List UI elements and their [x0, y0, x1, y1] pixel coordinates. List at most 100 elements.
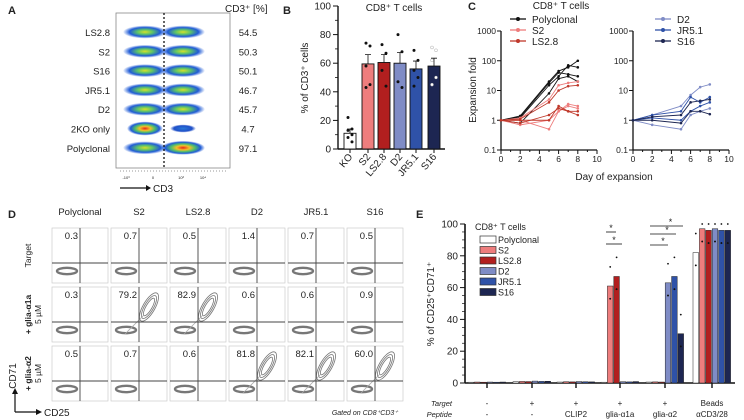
bar-s16	[677, 333, 684, 384]
error-bar	[413, 60, 419, 69]
bar-ls2-8	[480, 381, 487, 384]
data-point	[679, 113, 683, 117]
flow-plot-frame	[115, 12, 231, 169]
data-point	[576, 59, 580, 63]
donor-line	[500, 72, 578, 121]
y-tick-label: 40	[447, 315, 459, 326]
series-s16	[631, 98, 712, 125]
x-tick-label: 6	[556, 154, 561, 164]
bar-polyclonal	[556, 381, 563, 384]
data-point	[689, 101, 692, 104]
bar-polyclonal	[600, 381, 607, 384]
chart-title: CD8⁺ T cells	[475, 222, 526, 232]
panel-d-flow-grid: Polyclonal S2 LS2.8 D2 JR5.1 S16 Target 0.3 0.7 0…	[8, 207, 404, 419]
data-point	[547, 127, 551, 131]
donor-line	[633, 110, 710, 124]
negative-population-contour	[173, 266, 197, 276]
donor-line	[501, 105, 578, 121]
flow-plot-cell: 82.9	[169, 286, 227, 343]
activated-population-contour	[316, 351, 336, 381]
data-point	[547, 118, 551, 122]
data-point	[726, 223, 729, 225]
data-point	[412, 68, 416, 72]
data-point	[557, 77, 560, 80]
column-header: Polyclonal	[58, 207, 101, 218]
flow-row-label: JR5.1	[85, 86, 110, 97]
flow-plot-cell: 60.0	[346, 345, 404, 402]
legend-label: Polyclonal	[498, 235, 539, 245]
panel-label-c: C	[468, 1, 476, 13]
data-point	[689, 93, 692, 97]
data-point	[557, 109, 560, 113]
flow-plot-cell: 0.5	[346, 227, 404, 284]
y-tick-label: 100	[482, 56, 496, 66]
error-bar	[365, 54, 371, 64]
y-axis-label: % of CD25⁺CD71⁺	[426, 262, 437, 346]
flow-plot-cell: 0.3	[51, 286, 109, 343]
gate-percentage: 0.6	[242, 290, 255, 301]
negative-population-contour	[232, 325, 256, 335]
activated-population-contour	[139, 292, 159, 322]
data-point	[673, 288, 676, 291]
flow-row-value: 45.7	[239, 105, 258, 116]
bar-s16	[544, 381, 551, 384]
bar-polyclonal	[467, 381, 474, 384]
data-point	[557, 89, 560, 92]
target-value: +	[574, 399, 579, 408]
data-point	[396, 80, 400, 84]
y-axis-label: % of CD3⁺ cells	[300, 43, 311, 114]
activated-population-contour	[319, 356, 333, 376]
donor-line	[500, 81, 578, 121]
data-point	[547, 113, 551, 117]
data-point	[547, 83, 551, 87]
donor-line	[632, 83, 710, 121]
data-point	[416, 76, 420, 79]
cd71-axis-label: CD71	[8, 363, 19, 389]
y-tick-label: 20	[447, 347, 459, 358]
target-value: +	[618, 399, 623, 408]
x-tick-label: 10	[724, 154, 734, 164]
activated-population-contour	[198, 292, 218, 322]
column-header: S2	[133, 207, 145, 218]
cd3-positive-population	[161, 102, 205, 116]
data-point	[547, 92, 551, 95]
panel-e-grouped-bar-chart: 0 20 40 60 80 100 % of CD25⁺CD71⁺ CD8⁺ T cells P…	[426, 217, 735, 419]
cd3-positive-population	[161, 140, 205, 155]
data-point	[557, 83, 560, 87]
cd3-negative-population	[123, 102, 167, 116]
data-point	[698, 109, 702, 113]
gate-percentage: 0.9	[360, 290, 373, 301]
activated-population-contour	[375, 351, 395, 381]
y-tick-label: 100	[314, 2, 331, 13]
negative-population-contour	[291, 266, 315, 276]
bar-group: + CLIP2	[556, 381, 595, 419]
data-point	[346, 128, 350, 132]
x-tick-label: S16	[419, 152, 439, 173]
y-tick-label: 0	[452, 379, 458, 390]
bar-d2	[664, 282, 672, 384]
flow-row-value: 4.7	[241, 125, 254, 136]
negative-population-contour	[55, 266, 79, 276]
bar-jr5-1	[626, 381, 633, 384]
y-tick-label: 80	[447, 251, 459, 262]
flow-plot-cell: 1.4	[228, 227, 286, 284]
legend-label: S2	[532, 26, 545, 37]
data-point	[694, 264, 697, 267]
contour-tail	[360, 373, 381, 394]
donor-line	[632, 99, 710, 121]
series-s2	[499, 80, 580, 131]
panel-label-b: B	[283, 5, 291, 17]
y-axis-label: Expansion fold	[468, 57, 479, 123]
bar-s16	[588, 381, 595, 384]
peptide-value: αCD3/28	[696, 410, 728, 419]
flow-row-value: 97.1	[239, 144, 258, 155]
flow-row-label: LS2.8	[85, 28, 110, 39]
x-tick-label: 10	[592, 154, 602, 164]
data-point	[707, 242, 710, 244]
data-point	[615, 256, 618, 259]
chart-title: CD8⁺ T cells	[533, 1, 590, 12]
data-point	[679, 121, 683, 125]
gate-percentage: 0.7	[124, 349, 137, 360]
bar-group: --	[467, 381, 506, 419]
y-tick-label: 1	[491, 115, 496, 125]
